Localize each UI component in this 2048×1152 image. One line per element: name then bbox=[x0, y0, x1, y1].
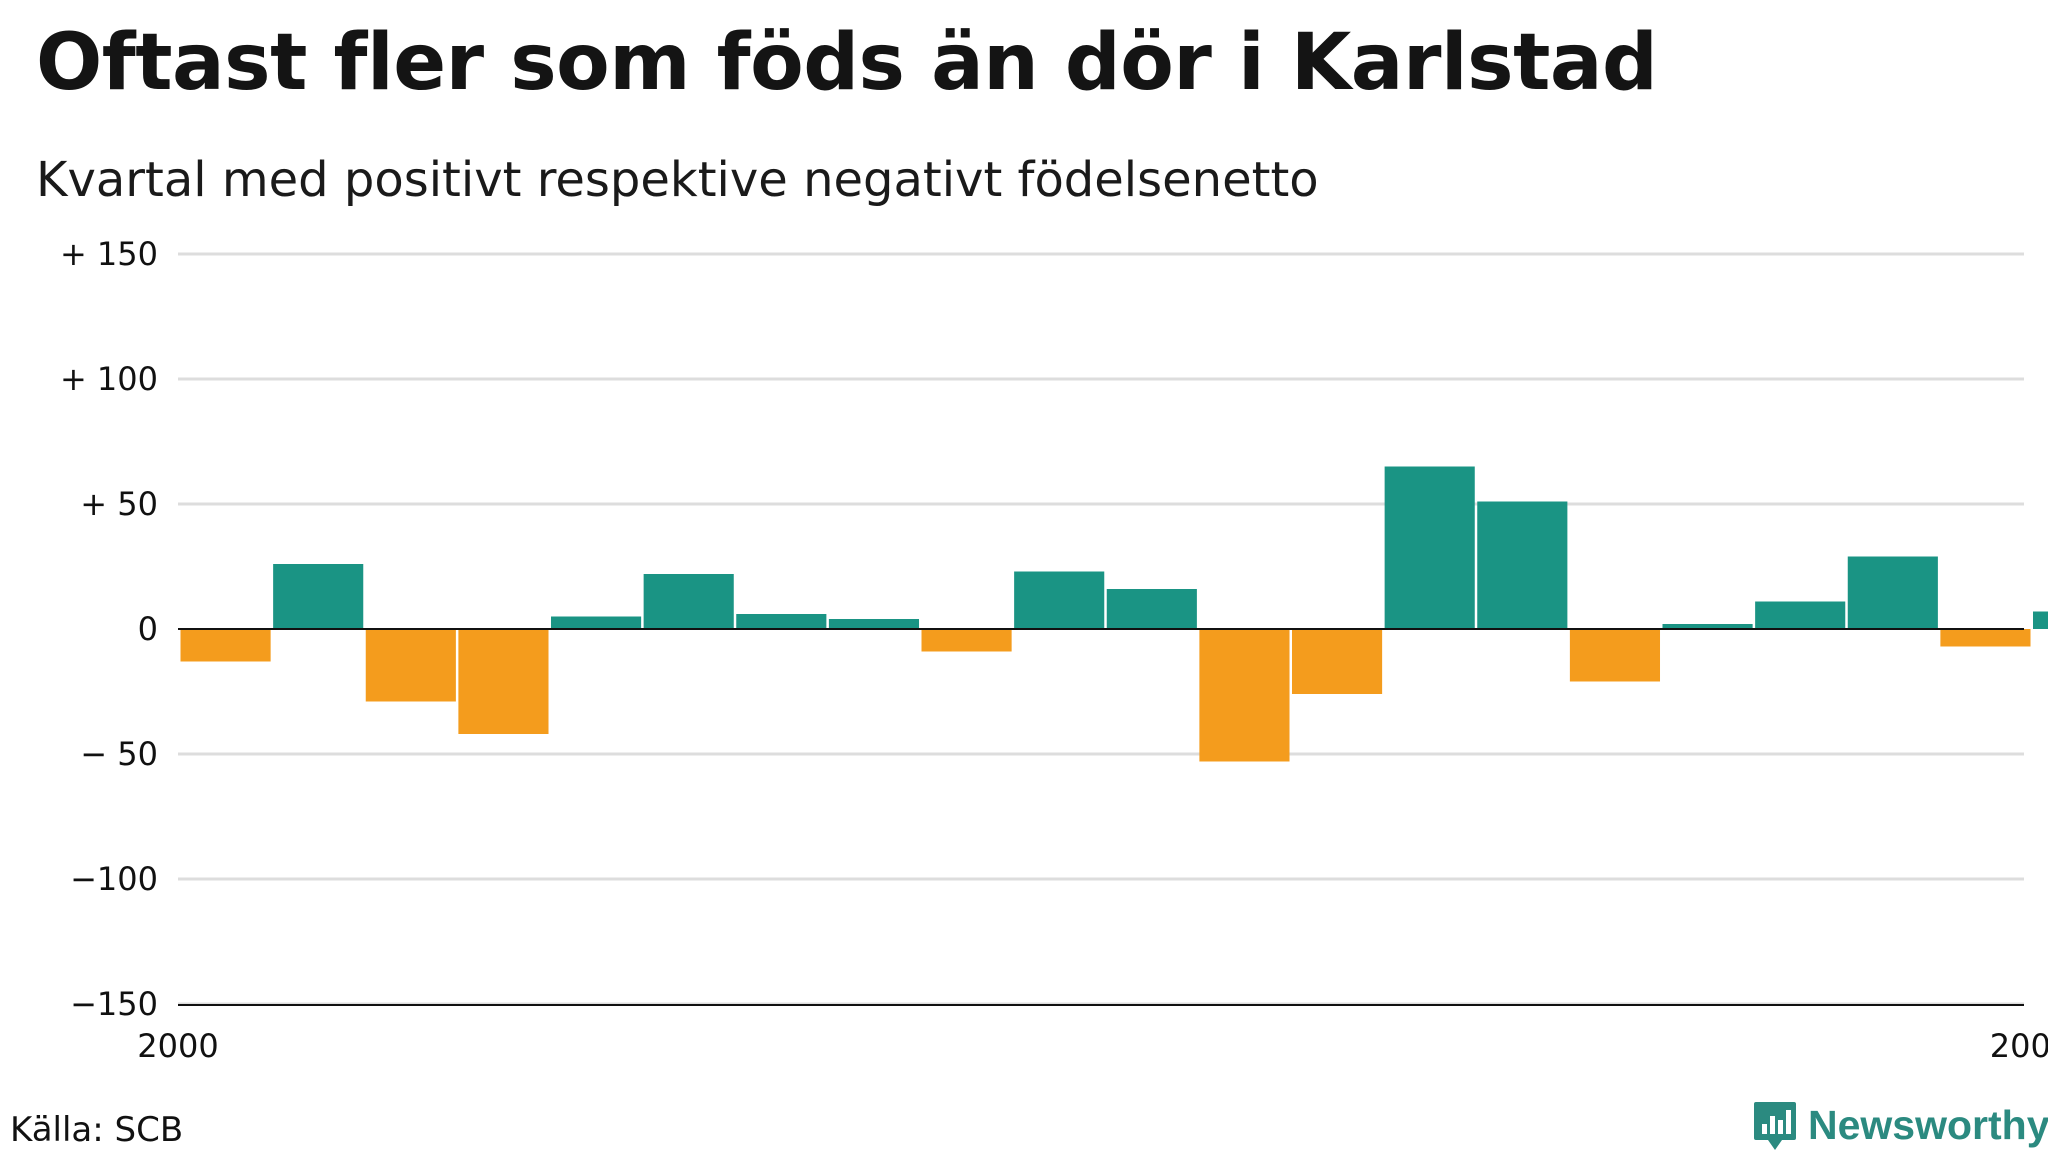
bar-positive bbox=[273, 564, 364, 629]
bar-negative bbox=[921, 629, 1012, 652]
bar-negative bbox=[1569, 629, 1661, 682]
y-tick-label: −100 bbox=[70, 860, 158, 898]
brand-name: Newsworthy bbox=[1808, 1101, 2048, 1148]
bar-positive bbox=[736, 614, 827, 629]
y-tick-label: − 50 bbox=[80, 735, 158, 773]
x-tick-label: 2005 bbox=[1990, 1027, 2048, 1065]
bar-positive bbox=[643, 574, 734, 629]
newsworthy-logo-icon bbox=[1754, 1102, 1796, 1150]
y-tick-label: + 100 bbox=[60, 360, 158, 398]
bars bbox=[180, 466, 2048, 762]
bar-negative bbox=[458, 629, 549, 734]
bar-positive bbox=[551, 616, 642, 629]
bar-negative bbox=[1292, 629, 1383, 694]
y-tick-label: + 150 bbox=[60, 235, 158, 273]
y-tick-label: −150 bbox=[70, 985, 158, 1023]
bar-negative bbox=[1940, 629, 2031, 647]
x-tick-label: 2000 bbox=[137, 1027, 218, 1065]
bar-positive bbox=[1384, 466, 1475, 629]
chart-subtitle: Kvartal med positivt respektive negativt… bbox=[36, 152, 1319, 208]
bar-negative bbox=[1199, 629, 1290, 762]
y-tick-label: + 50 bbox=[80, 485, 158, 523]
bar-positive bbox=[1755, 601, 1846, 629]
bar-positive bbox=[2033, 611, 2048, 629]
chart-title: Oftast fler som föds än dör i Karlstad bbox=[36, 18, 1658, 108]
bar-positive bbox=[1477, 501, 1568, 629]
bar-negative bbox=[365, 629, 456, 702]
brand-logo[interactable]: Newsworthy bbox=[1752, 1098, 2048, 1152]
bar-positive bbox=[1847, 556, 1938, 629]
y-tick-label: 0 bbox=[138, 610, 158, 648]
bar-positive bbox=[1662, 624, 1753, 629]
bar-chart: + 150+ 100+ 500− 50−100−1502000200520102… bbox=[60, 235, 2048, 1065]
bar-positive bbox=[1106, 589, 1197, 629]
bar-negative bbox=[180, 629, 271, 662]
axes: + 150+ 100+ 500− 50−100−1502000200520102… bbox=[60, 235, 2048, 1065]
source-note: Källa: SCB bbox=[10, 1110, 184, 1150]
bar-positive bbox=[828, 619, 920, 629]
bar-positive bbox=[1014, 571, 1105, 629]
